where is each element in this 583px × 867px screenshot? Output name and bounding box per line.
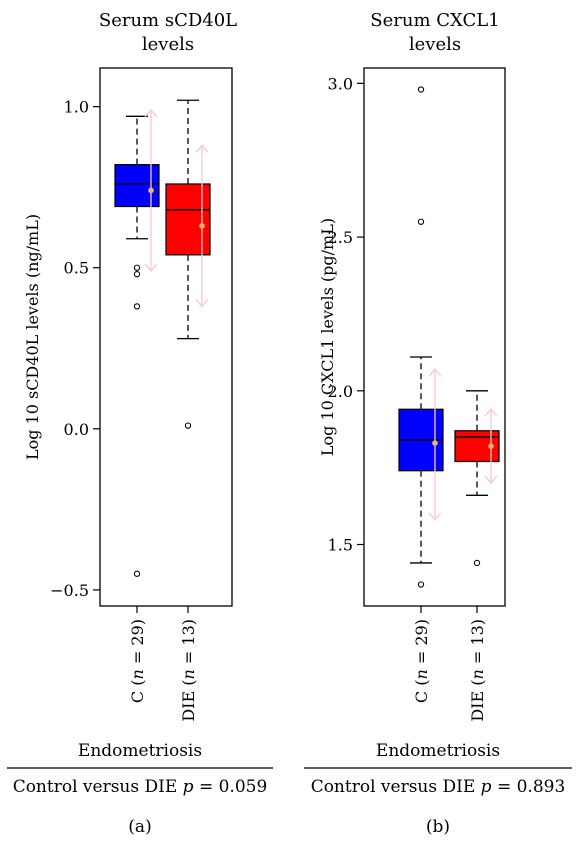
category-label-n: n [128, 669, 147, 679]
chart-title-line: levels [409, 34, 461, 55]
category-label-prefix: C ( [128, 680, 147, 704]
outlier-point [133, 271, 141, 278]
x-axis-label: Endometriosis [376, 741, 500, 761]
category-label-count: = 29) [412, 619, 431, 669]
plot-frame [363, 67, 506, 607]
category-label-prefix: C ( [412, 680, 431, 704]
comparison-label: Control versus DIE [311, 777, 481, 797]
mean-point [488, 443, 494, 449]
outlier-point [133, 303, 141, 310]
box-control: C (n = 29) [114, 108, 160, 703]
category-label: C (n = 29) [412, 619, 431, 703]
panel-b: Serum CXCL1 levels 1.5 2.0 2.5 3.0 Log 10 CXCL… [304, 10, 572, 837]
panel-a: Serum sCD40L levels −0.5 0.0 0.5 1.0 Log 10 sC… [7, 10, 273, 837]
y-tick-label: 1.5 [328, 536, 353, 555]
p-value: = 0.893 [492, 777, 566, 797]
iqr-box [165, 183, 211, 256]
comparison-label: Control versus DIE [13, 777, 183, 797]
category-label-n: n [412, 669, 431, 679]
chart-title-line: levels [142, 34, 194, 55]
y-tick-label: 3.0 [328, 74, 353, 93]
y-tick-label: 0.5 [64, 259, 89, 278]
comparison-p-value: Control versus DIE p = 0.893 [311, 777, 566, 797]
outlier-point [417, 581, 425, 588]
category-label-prefix: DIE ( [179, 680, 198, 722]
category-label-n: n [468, 669, 487, 679]
box-control: C (n = 29) [398, 86, 444, 703]
comparison-p-value: Control versus DIE p = 0.059 [13, 777, 268, 797]
sd-lower-arrowhead [484, 475, 498, 485]
mean-point [432, 440, 438, 446]
chart-title-line: Serum CXCL1 [370, 10, 499, 31]
p-symbol: p [183, 777, 194, 797]
p-symbol: p [481, 777, 492, 797]
sd-upper-arrowhead [144, 108, 158, 118]
outlier-point [473, 559, 481, 567]
sd-upper-arrowhead [484, 408, 498, 417]
box-die: DIE (n = 13) [454, 390, 500, 722]
sd-lower-arrowhead [428, 512, 442, 521]
category-label: DIE (n = 13) [179, 619, 198, 722]
y-tick-label: 1.0 [64, 98, 89, 117]
panel-label: (b) [426, 817, 450, 837]
sd-upper-arrowhead [195, 144, 209, 153]
mean-point [199, 223, 205, 229]
category-label-count: = 29) [128, 619, 147, 669]
iqr-box [114, 164, 160, 208]
outlier-point [133, 264, 141, 271]
category-label-count: = 13) [468, 619, 487, 669]
category-label-count: = 13) [179, 619, 198, 669]
outlier-point [417, 218, 425, 225]
sd-lower-arrowhead [144, 263, 158, 272]
panel-label: (a) [128, 817, 151, 837]
y-axis-label: Log 10 sCD40L levels (ng/mL) [23, 214, 42, 460]
category-label-n: n [179, 669, 198, 679]
box-die: DIE (n = 13) [165, 99, 211, 722]
outlier-point [417, 86, 425, 93]
x-axis-label: Endometriosis [78, 741, 202, 761]
chart-title-line: Serum sCD40L [99, 10, 237, 31]
y-tick-label: 2.5 [328, 228, 353, 247]
sd-upper-arrowhead [428, 368, 442, 377]
sd-lower-arrowhead [195, 298, 209, 308]
y-tick-label: 2.0 [328, 382, 353, 401]
p-value: = 0.059 [194, 777, 268, 797]
mean-point [148, 187, 154, 194]
y-axis-label: Log 10 CXCL1 levels (pg/mL) [318, 218, 337, 456]
plot-frame [99, 67, 233, 607]
outlier-point [133, 570, 141, 577]
category-label-prefix: DIE ( [468, 680, 487, 722]
category-label: DIE (n = 13) [468, 619, 487, 722]
category-label: C (n = 29) [128, 619, 147, 703]
y-tick-label: 0.0 [64, 420, 89, 439]
y-tick-label: −0.5 [50, 581, 89, 600]
outlier-point [184, 422, 192, 429]
